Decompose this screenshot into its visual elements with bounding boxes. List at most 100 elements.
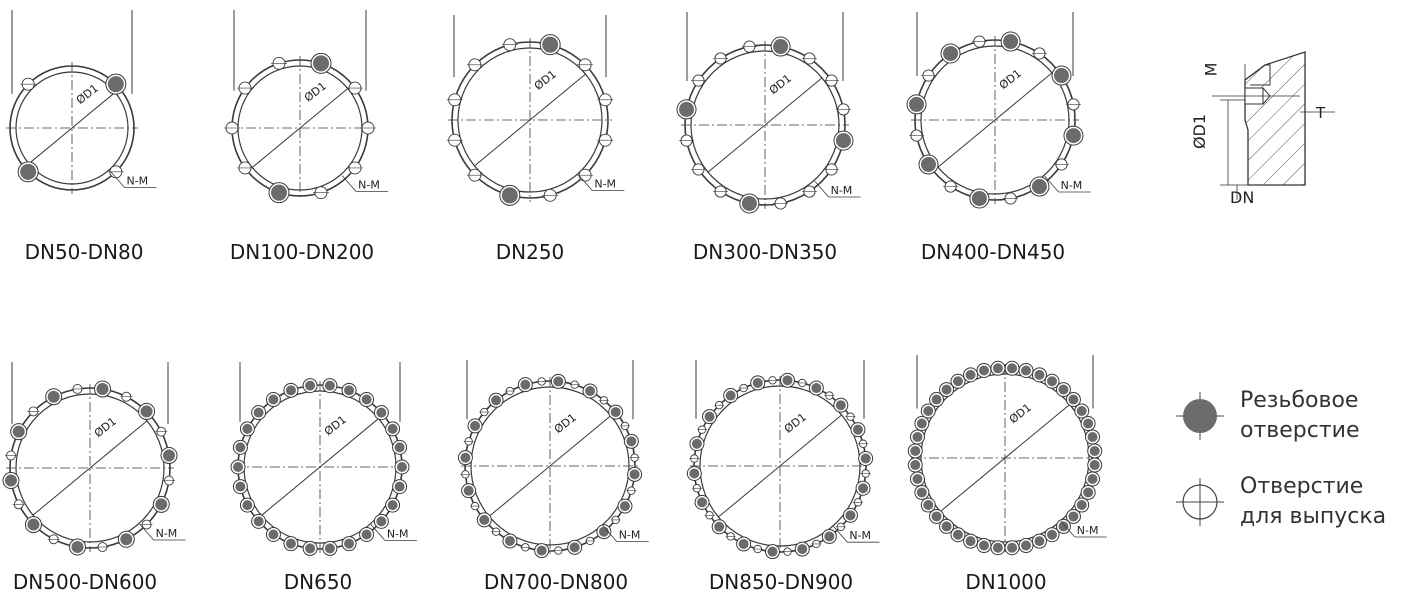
threaded-hole	[270, 184, 287, 201]
threaded-hole	[361, 529, 372, 540]
threaded-hole	[811, 383, 822, 394]
leader-line	[1060, 520, 1076, 538]
threaded-hole	[725, 390, 736, 401]
diameter-label: ØD1	[552, 411, 579, 436]
threaded-hole	[1068, 511, 1079, 522]
threaded-hole	[479, 514, 490, 525]
threaded-hole	[242, 423, 253, 434]
threaded-hole	[767, 546, 778, 557]
flange-diagram-dn400-dn450: ØD1 N-M	[900, 0, 1091, 220]
diameter-line	[707, 77, 823, 173]
section-body	[1244, 51, 1306, 186]
flange-drawing: ØD1 N-M	[230, 362, 417, 556]
hole-spec-label: N-M	[358, 179, 380, 192]
diameter-line	[32, 420, 148, 516]
vent-hole-icon	[1176, 478, 1224, 526]
diameter-line	[474, 73, 586, 167]
threaded-hole	[971, 190, 987, 206]
threaded-hole	[704, 411, 715, 422]
threaded-hole	[714, 521, 725, 532]
threaded-hole	[910, 445, 921, 456]
threaded-hole	[1083, 418, 1094, 429]
legend-label-threaded: Резьбовое отверстие	[1240, 388, 1360, 443]
threaded-hole	[376, 407, 387, 418]
diameter-line	[939, 404, 1071, 512]
threaded-hole	[107, 76, 124, 93]
threaded-hole	[1054, 68, 1070, 84]
diameter-line	[261, 418, 379, 516]
threaded-hole	[491, 395, 502, 406]
flange-drawing: ØD1 N-M	[224, 10, 389, 204]
flange-drawing: ØD1 N-M	[2, 362, 186, 556]
flange-drawing: ØD1 N-M	[6, 10, 157, 194]
threaded-hole	[1021, 540, 1032, 551]
threaded-hole	[1021, 365, 1032, 376]
threaded-hole	[824, 531, 835, 542]
threaded-hole	[1076, 405, 1087, 416]
threaded-hole	[941, 521, 952, 532]
leader-line	[833, 525, 848, 543]
threaded-hole	[1058, 384, 1069, 395]
threaded-hole	[376, 516, 387, 527]
flange-diagram-dn100-dn200: ØD1 N-M	[220, 0, 390, 220]
diameter-label: ØD1	[322, 413, 349, 438]
threaded-hole	[235, 442, 246, 453]
threaded-hole	[20, 163, 37, 180]
threaded-hole	[324, 543, 335, 554]
diameter-label: ØD1	[74, 82, 101, 107]
threaded-hole	[852, 424, 863, 435]
threaded-hole	[387, 500, 398, 511]
section-drawing	[1212, 51, 1335, 200]
diameter-label: ØD1	[997, 67, 1024, 92]
threaded-hole	[992, 363, 1003, 374]
threaded-hole	[542, 36, 559, 53]
leader-line	[1044, 175, 1059, 193]
flange-diagram-dn650: ØD1 N-M	[225, 350, 425, 560]
threaded-hole	[155, 498, 168, 511]
diameter-label: ØD1	[532, 68, 559, 93]
threaded-hole	[585, 386, 596, 397]
flange-drawing: ØD1 N-M	[457, 360, 649, 559]
leader-line	[110, 171, 125, 188]
threaded-hole	[235, 481, 246, 492]
threaded-hole	[923, 405, 934, 416]
hole-spec-label: N-M	[849, 529, 871, 542]
threaded-hole	[253, 516, 264, 527]
threaded-hole	[598, 526, 609, 537]
threaded-hole	[835, 400, 846, 411]
caption-dn250: DN250	[495, 240, 565, 264]
diameter-line	[28, 91, 116, 165]
threaded-hole	[697, 497, 708, 508]
threaded-hole	[629, 469, 640, 480]
threaded-hole	[569, 542, 580, 553]
threaded-hole	[1089, 445, 1100, 456]
diameter-line	[937, 72, 1053, 168]
threaded-hole	[1007, 542, 1018, 553]
flange-drawing: ØD1 N-M	[446, 15, 625, 206]
threaded-hole	[1068, 394, 1079, 405]
threaded-hole	[952, 529, 963, 540]
flange-drawing: ØD1 N-M	[907, 355, 1107, 556]
threaded-hole	[910, 460, 921, 471]
threaded-hole	[965, 369, 976, 380]
section-label-dn: DN	[1230, 188, 1255, 207]
threaded-hole	[912, 431, 923, 442]
threaded-hole	[952, 376, 963, 387]
threaded-hole	[920, 156, 936, 172]
threaded-hole	[610, 407, 621, 418]
flange-diagram-dn300-dn350: ØD1 N-M	[670, 0, 870, 220]
threaded-hole	[965, 536, 976, 547]
threaded-hole	[47, 390, 60, 403]
threaded-hole	[835, 133, 851, 149]
threaded-hole	[916, 418, 927, 429]
threaded-hole	[689, 468, 700, 479]
threaded-hole	[394, 481, 405, 492]
threaded-hole	[140, 405, 153, 418]
threaded-hole	[4, 474, 17, 487]
flange-diagram-dn250: ØD1 N-M	[445, 0, 625, 220]
threaded-hole	[1089, 460, 1100, 471]
hole-spec-label: N-M	[594, 178, 616, 191]
threaded-hole	[931, 511, 942, 522]
threaded-hole	[992, 542, 1003, 553]
caption-dn850-dn900: DN850-DN900	[708, 570, 854, 594]
